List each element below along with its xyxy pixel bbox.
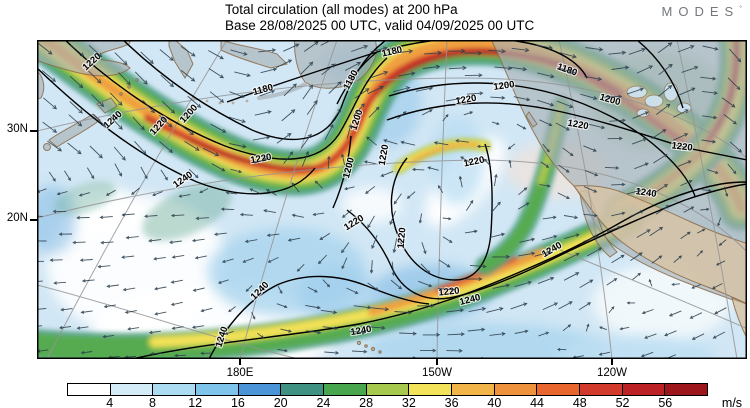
lon-label-150W: 150W	[421, 367, 453, 379]
colorbar-tick-36: 36	[444, 396, 459, 408]
colorbar-cell	[68, 384, 111, 395]
lon-tick	[436, 359, 438, 365]
colorbar-cell	[366, 384, 410, 395]
colorbar-tick-4: 4	[106, 396, 114, 408]
japan-honshu	[48, 113, 101, 148]
contour-label-1220: 1220	[567, 118, 590, 133]
colorbar-tick-44: 44	[530, 396, 545, 408]
colorbar-tick-8: 8	[148, 396, 156, 408]
contour-label-1220: 1220	[438, 285, 460, 298]
colorbar-tick-56: 56	[658, 396, 673, 408]
mexico-coast-strip	[731, 297, 747, 340]
map-frame	[37, 40, 747, 359]
colorbar-cell	[110, 384, 154, 395]
contour-label-1220: 1220	[396, 227, 409, 249]
colorbar-tick-48: 48	[572, 396, 587, 408]
colorbar-cell	[409, 384, 453, 395]
colorbar-tick-24: 24	[316, 396, 331, 408]
page-title: Total circulation (all modes) at 200 hPa	[225, 2, 458, 17]
colorbar-unit: m/s	[721, 396, 743, 408]
colorbar-cell	[324, 384, 367, 395]
alaska-peninsula	[257, 82, 307, 100]
mexico	[573, 185, 747, 305]
colorbar-cell	[281, 384, 325, 395]
vancouver-island	[525, 111, 538, 128]
kuril-island	[135, 78, 139, 82]
colorbar-cell	[238, 384, 282, 395]
contour-label-1200: 1200	[493, 79, 515, 93]
contour-label-1240: 1240	[458, 292, 481, 308]
colorbar-tick-40: 40	[487, 396, 502, 408]
colorbar	[67, 383, 708, 396]
contour-label-1220: 1220	[455, 93, 478, 108]
colorbar-tick-20: 20	[273, 396, 288, 408]
modes-logo-text: MODES	[661, 4, 740, 19]
lon-label-180E: 180E	[226, 367, 254, 379]
colorbar-cell	[665, 384, 708, 395]
hawaii-islands	[356, 340, 382, 354]
asia-coast-sliver	[37, 69, 45, 100]
contour-lines	[37, 40, 747, 359]
alaska	[294, 40, 378, 89]
lon-label-120W: 120W	[596, 367, 628, 379]
colorbar-cell	[580, 384, 623, 395]
colorbar-cell	[494, 384, 538, 395]
kamchatka	[168, 40, 194, 79]
wind-arrows	[37, 40, 743, 359]
contour-label-1220: 1220	[377, 144, 392, 167]
lat-tick	[30, 219, 37, 221]
kuril-island	[119, 92, 123, 96]
colorbar-tick-28: 28	[359, 396, 374, 408]
lat-tick	[30, 130, 37, 132]
lon-tick	[239, 359, 241, 365]
wind-arrow-field	[37, 40, 743, 359]
colorbar-cell	[196, 384, 239, 395]
contour-label-1220: 1220	[671, 140, 693, 153]
colorbar-tick-16: 16	[230, 396, 245, 408]
contour-label-1240: 1240	[635, 186, 657, 200]
colorbar-cell	[537, 384, 581, 395]
colorbar-tick-12: 12	[188, 396, 203, 408]
colorbar-cell	[153, 384, 197, 395]
modes-logo-mark: °	[739, 5, 742, 13]
lat-label-20N: 20N	[6, 212, 28, 224]
colorbar-cell	[452, 384, 495, 395]
lat-label-30N: 30N	[6, 123, 28, 135]
lon-tick	[611, 359, 613, 365]
colorbar-cell	[622, 384, 666, 395]
jet-stream-fringes	[54, 180, 232, 241]
japan-hokkaido	[96, 97, 118, 114]
colorbar-tick-32: 32	[401, 396, 416, 408]
modes-logo: MODES°	[662, 4, 742, 19]
map-area: 1220 1200 1220 1240 1240 1220 1180 1180 1180 1180…	[37, 40, 747, 359]
kuril-island	[127, 85, 131, 89]
page-subtitle: Base 28/08/2025 00 UTC, valid 04/09/2025…	[225, 18, 535, 33]
contour-label-1240: 1240	[350, 324, 373, 339]
colorbar-tick-52: 52	[615, 396, 630, 408]
japan-kyushu	[43, 143, 51, 151]
